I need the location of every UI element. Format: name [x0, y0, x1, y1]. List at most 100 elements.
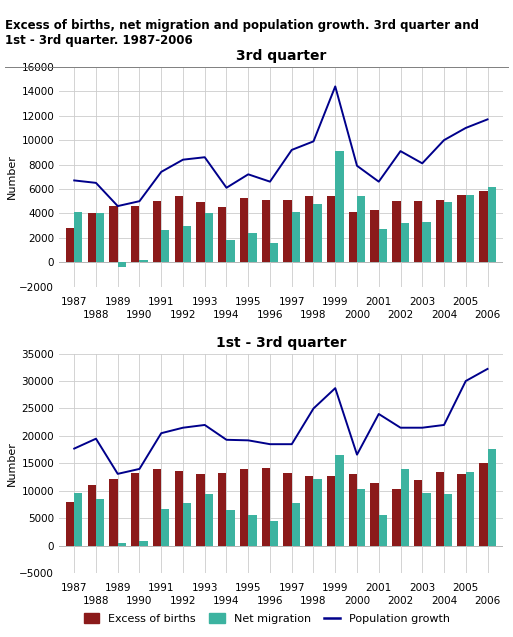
- Bar: [284, 200, 292, 262]
- Bar: [327, 476, 336, 546]
- Text: 1997: 1997: [279, 583, 305, 593]
- Bar: [183, 225, 191, 262]
- Bar: [305, 476, 313, 546]
- Text: 2006: 2006: [475, 310, 501, 320]
- Bar: [88, 485, 96, 546]
- Bar: [131, 473, 140, 546]
- Bar: [88, 213, 96, 262]
- Text: 2000: 2000: [344, 596, 370, 606]
- Bar: [248, 233, 256, 262]
- Text: 1991: 1991: [148, 583, 174, 593]
- Bar: [205, 494, 213, 546]
- Text: 1988: 1988: [83, 596, 109, 606]
- Text: 1995: 1995: [235, 583, 262, 593]
- Bar: [248, 515, 256, 546]
- Bar: [131, 206, 140, 262]
- Bar: [458, 195, 466, 262]
- Text: 1987: 1987: [61, 297, 88, 306]
- Bar: [466, 471, 474, 546]
- Text: 1988: 1988: [83, 310, 109, 320]
- Bar: [218, 473, 226, 546]
- Bar: [313, 480, 322, 546]
- Bar: [336, 455, 344, 546]
- Bar: [313, 204, 322, 262]
- Text: 1990: 1990: [126, 596, 153, 606]
- Text: 1996: 1996: [256, 310, 283, 320]
- Bar: [109, 479, 117, 546]
- Text: 1994: 1994: [213, 310, 240, 320]
- Text: 1991: 1991: [148, 297, 174, 306]
- Text: 2005: 2005: [452, 297, 479, 306]
- Bar: [284, 473, 292, 546]
- Bar: [74, 212, 83, 262]
- Bar: [175, 196, 183, 262]
- Bar: [262, 468, 270, 546]
- Bar: [140, 541, 148, 546]
- Legend: Excess of births, Net migration, Population growth: Excess of births, Net migration, Populat…: [80, 609, 454, 628]
- Text: 2004: 2004: [431, 596, 457, 606]
- Text: 1989: 1989: [105, 583, 131, 593]
- Text: 1990: 1990: [126, 310, 153, 320]
- Bar: [305, 196, 313, 262]
- Bar: [117, 543, 126, 546]
- Text: 2006: 2006: [475, 596, 501, 606]
- Bar: [226, 510, 235, 546]
- Bar: [336, 151, 344, 262]
- Text: 1995: 1995: [235, 297, 262, 306]
- Bar: [292, 212, 300, 262]
- Bar: [161, 509, 169, 546]
- Text: 1999: 1999: [322, 297, 348, 306]
- Text: 2003: 2003: [409, 583, 436, 593]
- Bar: [140, 260, 148, 262]
- Bar: [414, 201, 422, 262]
- Text: 1998: 1998: [300, 596, 327, 606]
- Bar: [357, 489, 365, 546]
- Bar: [161, 231, 169, 262]
- Bar: [379, 515, 387, 546]
- Bar: [240, 197, 248, 262]
- Bar: [226, 240, 235, 262]
- Title: 1st - 3rd quarter: 1st - 3rd quarter: [215, 336, 346, 350]
- Bar: [479, 463, 487, 546]
- Bar: [270, 520, 278, 546]
- Text: 1993: 1993: [191, 297, 218, 306]
- Bar: [270, 243, 278, 262]
- Bar: [218, 207, 226, 262]
- Bar: [487, 187, 496, 262]
- Text: 1998: 1998: [300, 310, 327, 320]
- Bar: [262, 200, 270, 262]
- Bar: [479, 191, 487, 262]
- Text: 1994: 1994: [213, 596, 240, 606]
- Text: 1997: 1997: [279, 297, 305, 306]
- Text: 2005: 2005: [452, 583, 479, 593]
- Text: 2000: 2000: [344, 310, 370, 320]
- Text: 1992: 1992: [170, 310, 196, 320]
- Bar: [205, 213, 213, 262]
- Bar: [401, 223, 409, 262]
- Bar: [401, 469, 409, 546]
- Bar: [109, 206, 117, 262]
- Bar: [349, 212, 357, 262]
- Bar: [66, 502, 74, 546]
- Text: 1999: 1999: [322, 583, 348, 593]
- Text: 1989: 1989: [105, 297, 131, 306]
- Bar: [240, 469, 248, 546]
- Bar: [466, 195, 474, 262]
- Bar: [66, 228, 74, 262]
- Bar: [414, 480, 422, 546]
- Y-axis label: Number: Number: [7, 154, 16, 199]
- Bar: [175, 471, 183, 546]
- Text: 2002: 2002: [387, 310, 413, 320]
- Bar: [117, 262, 126, 267]
- Bar: [379, 229, 387, 262]
- Bar: [327, 196, 336, 262]
- Bar: [153, 469, 161, 546]
- Bar: [96, 499, 104, 546]
- Text: 2004: 2004: [431, 310, 457, 320]
- Bar: [458, 474, 466, 546]
- Bar: [153, 201, 161, 262]
- Bar: [436, 200, 444, 262]
- Text: 2002: 2002: [387, 596, 413, 606]
- Bar: [444, 203, 452, 262]
- Title: 3rd quarter: 3rd quarter: [235, 49, 326, 63]
